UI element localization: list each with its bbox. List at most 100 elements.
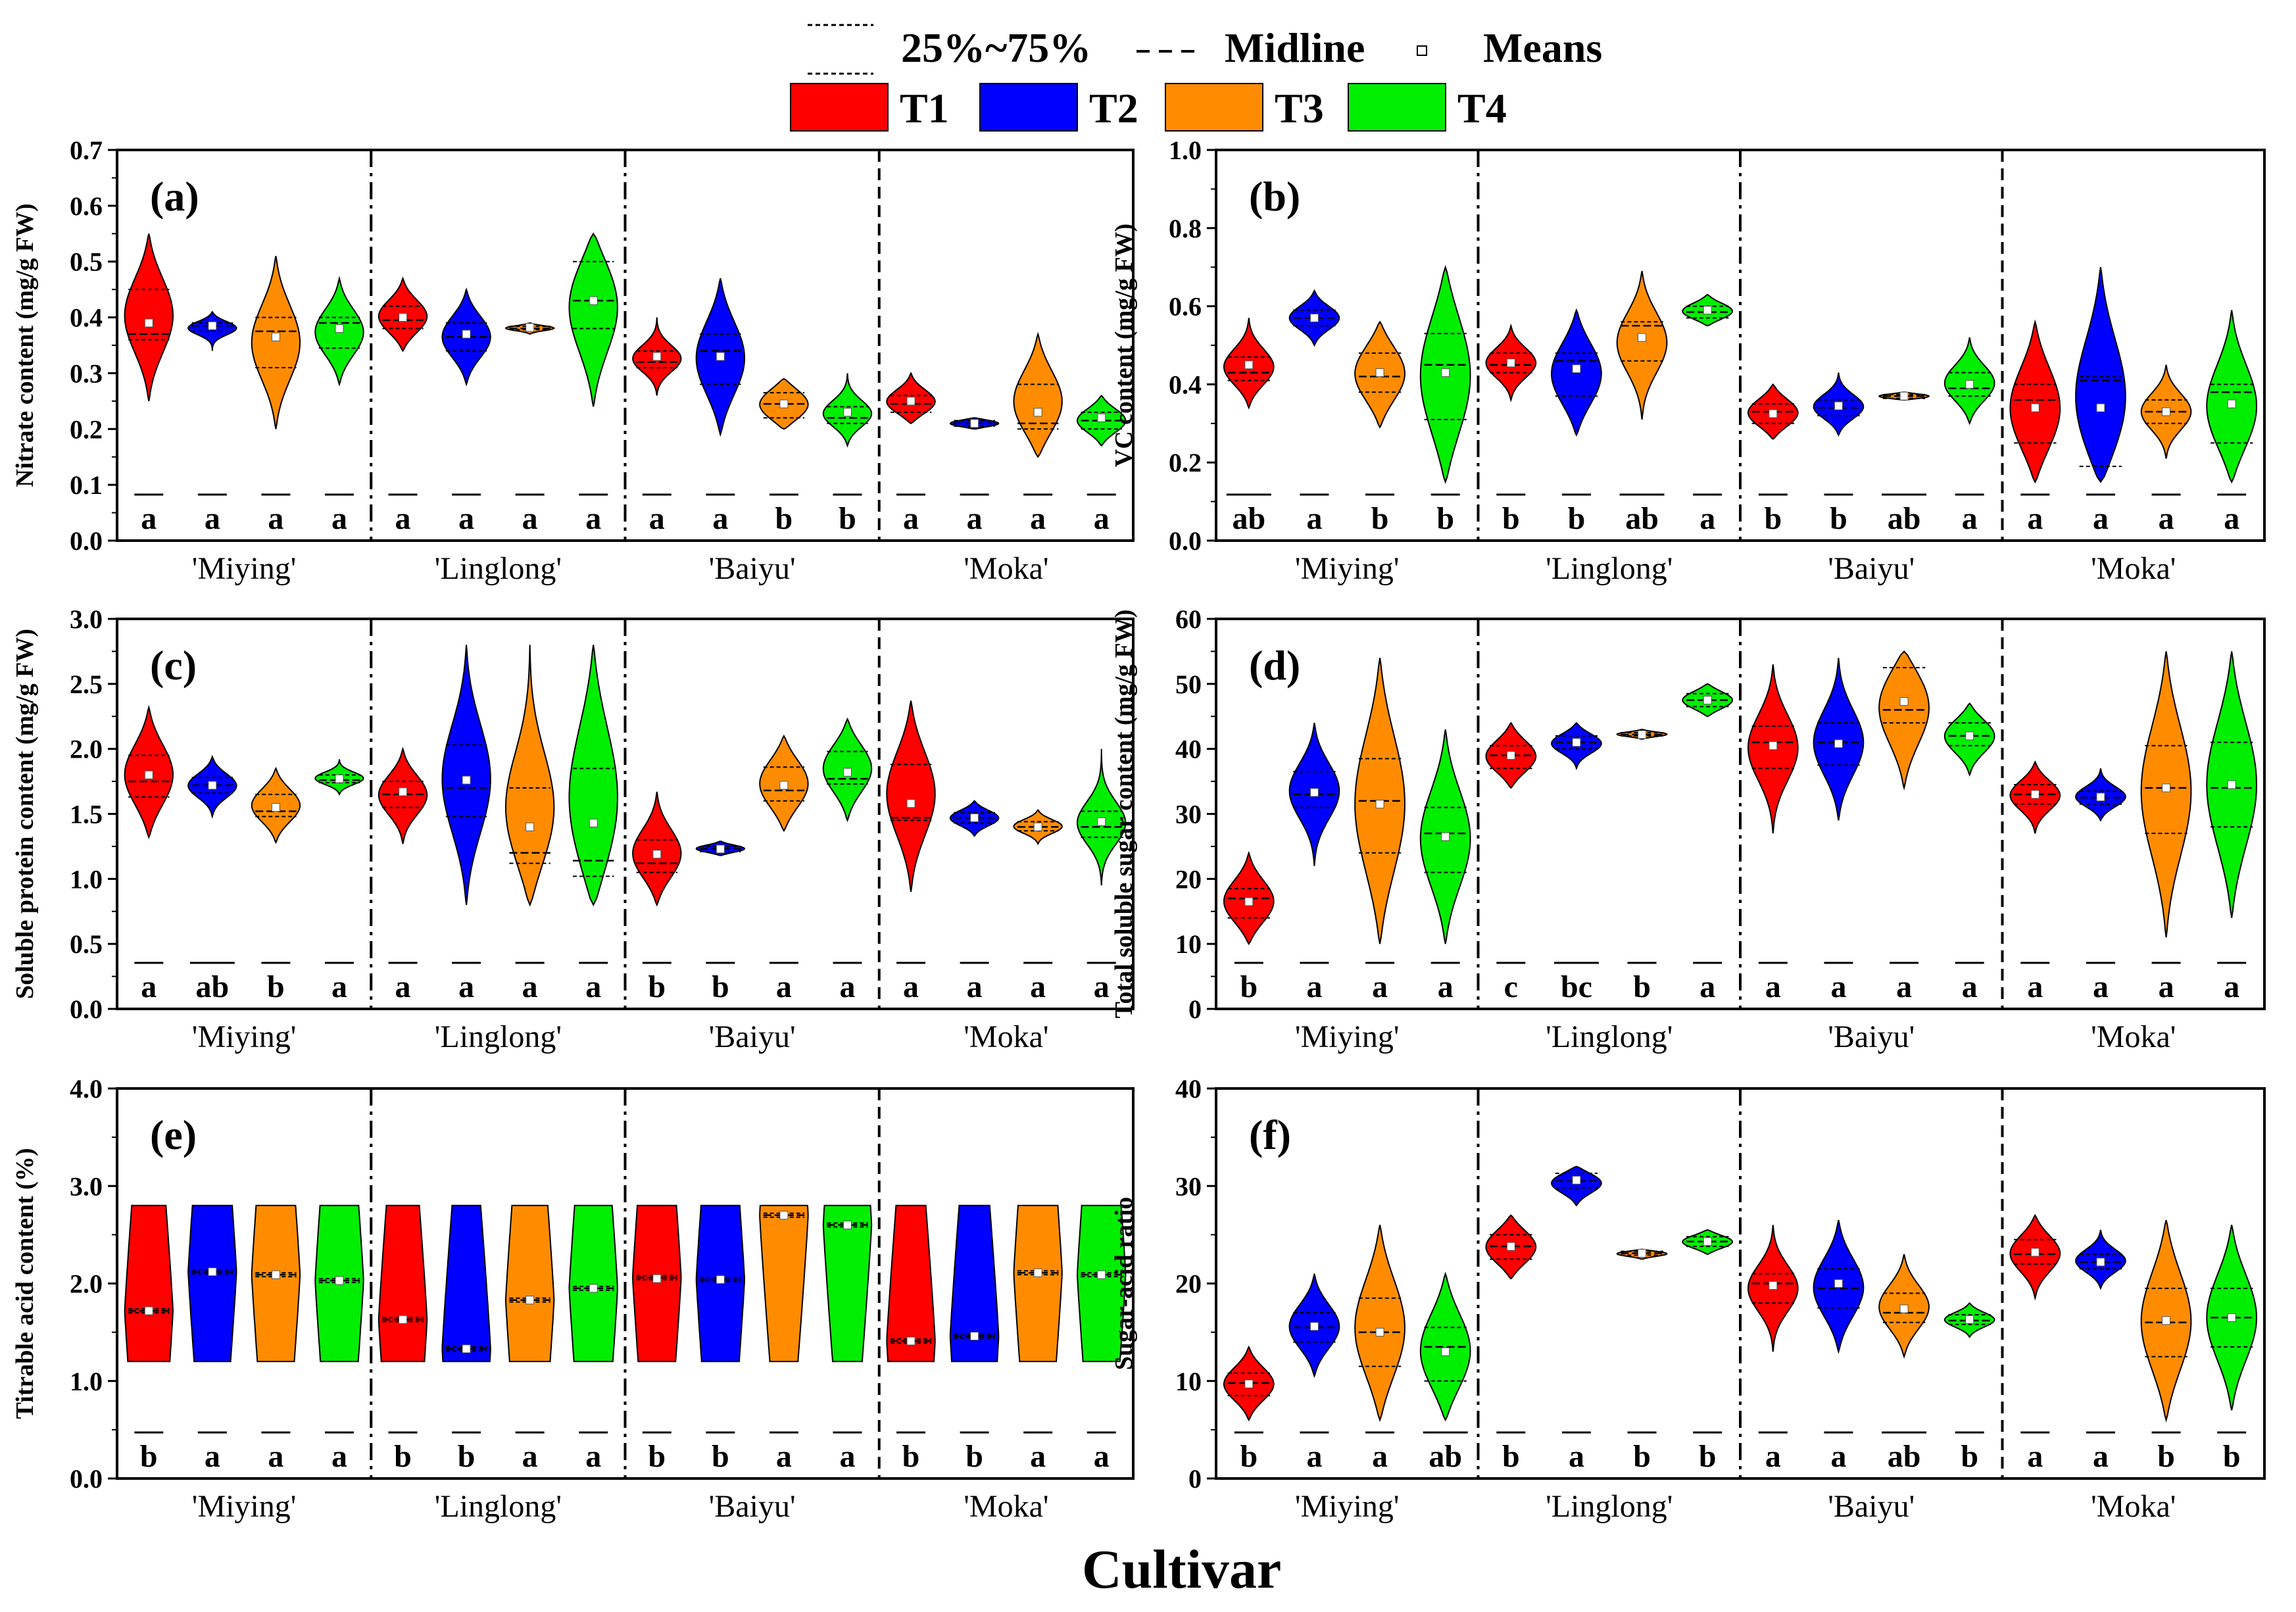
legend-label-t2: T2 xyxy=(1089,85,1138,132)
cultivar-label: 'Linglong' xyxy=(1546,1489,1673,1524)
mean-marker xyxy=(2162,407,2171,416)
significance-letter: a xyxy=(522,969,538,1004)
y-axis-label: Total soluble sugar content (mg/g FW) xyxy=(1110,610,1138,1019)
mean-marker xyxy=(1309,313,1319,322)
violin xyxy=(568,645,618,907)
cultivar-label: 'Moka' xyxy=(964,1489,1048,1524)
significance-letter: b xyxy=(394,1439,412,1474)
y-axis-label: Nitrate content (mg/g FW) xyxy=(11,203,39,487)
violin xyxy=(378,1204,428,1363)
violin xyxy=(1419,1271,1471,1422)
mean-marker xyxy=(271,1270,280,1279)
significance-letter: a xyxy=(1438,969,1453,1004)
mean-marker xyxy=(1244,1379,1254,1388)
mean-marker xyxy=(1572,364,1581,374)
y-tick-label: 3.0 xyxy=(70,604,103,634)
mean-marker xyxy=(1441,368,1450,378)
significance-letter: b xyxy=(775,501,793,536)
mean-marker xyxy=(589,818,598,827)
significance-letter: a xyxy=(839,1439,855,1474)
y-tick-label: 1.0 xyxy=(70,864,103,894)
significance-letter: a xyxy=(712,501,728,536)
significance-letter: a xyxy=(331,501,347,536)
y-tick-label: 0.5 xyxy=(70,929,103,959)
significance-letter: a xyxy=(395,501,411,536)
significance-letter: a xyxy=(1962,501,1978,536)
legend-swatch-t1 xyxy=(790,83,889,132)
significance-letter: b xyxy=(267,969,285,1004)
significance-letter: b xyxy=(839,501,856,536)
mean-marker xyxy=(779,781,789,790)
significance-letter: a xyxy=(1030,1439,1046,1474)
significance-letter: a xyxy=(2159,969,2174,1004)
mean-marker xyxy=(1965,379,1974,389)
mean-marker xyxy=(970,813,979,822)
mean-marker xyxy=(652,850,662,859)
significance-letter: a xyxy=(1765,1439,1781,1474)
violin xyxy=(886,1204,936,1363)
violin xyxy=(2009,319,2061,484)
violin xyxy=(1616,270,1668,420)
significance-letter: a xyxy=(2027,969,2043,1004)
panel-label: (d) xyxy=(1249,642,1300,689)
significance-letter: ab xyxy=(1232,501,1265,536)
violin xyxy=(1813,658,1865,821)
significance-letter: a xyxy=(967,969,983,1004)
significance-letter: a xyxy=(2027,501,2043,536)
cultivar-label: 'Baiyu' xyxy=(1828,1019,1915,1054)
mean-marker xyxy=(399,1315,408,1324)
significance-letter: b xyxy=(1436,501,1454,536)
y-tick-label: 0.0 xyxy=(70,994,103,1024)
significance-letter: a xyxy=(2093,969,2109,1004)
significance-letter: b xyxy=(1568,501,1586,536)
significance-letter: c xyxy=(1504,969,1518,1004)
significance-letter: b xyxy=(1633,1439,1651,1474)
mean-marker xyxy=(2227,399,2236,408)
y-tick-label: 0.2 xyxy=(1169,448,1202,477)
mean-marker xyxy=(144,770,153,779)
significance-letter: b xyxy=(1699,1439,1717,1474)
violin xyxy=(1076,748,1127,886)
y-tick-label: 0.0 xyxy=(70,526,103,556)
mean-marker xyxy=(779,1211,789,1220)
mean-marker xyxy=(1638,730,1647,739)
violin xyxy=(124,1204,174,1363)
violin xyxy=(568,1204,618,1363)
mean-marker xyxy=(1965,1315,1974,1324)
significance-letter: a xyxy=(903,501,919,536)
significance-letter: a xyxy=(903,969,919,1004)
legend-swatch-t2 xyxy=(979,83,1078,132)
panel-label: (e) xyxy=(150,1111,197,1158)
cultivar-label: 'Baiyu' xyxy=(709,1019,796,1054)
significance-letter: b xyxy=(2157,1439,2175,1474)
significance-letter: b xyxy=(1240,969,1258,1004)
y-tick-label: 0.7 xyxy=(70,135,103,165)
legend-swatch-t3 xyxy=(1165,83,1263,132)
cultivar-label: 'Baiyu' xyxy=(709,1489,796,1524)
legend: 25%~75% Midline Means T1 T2 T3 T4 xyxy=(790,24,1602,132)
significance-letter: a xyxy=(1699,501,1715,536)
significance-letter: a xyxy=(1094,501,1110,536)
y-tick-label: 20 xyxy=(1175,1269,1202,1299)
mean-marker xyxy=(1965,731,1974,741)
violin xyxy=(441,1204,491,1363)
mean-marker xyxy=(1033,408,1042,417)
mean-marker xyxy=(1769,741,1778,750)
significance-letter: b xyxy=(1502,1439,1520,1474)
violin xyxy=(2075,267,2126,483)
significance-letter: a xyxy=(1830,969,1846,1004)
significance-letter: a xyxy=(395,969,411,1004)
significance-letter: a xyxy=(776,969,792,1004)
mean-marker xyxy=(144,318,153,328)
significance-letter: a xyxy=(522,501,538,536)
y-tick-label: 40 xyxy=(1175,1074,1202,1104)
mean-marker xyxy=(2096,1258,2105,1267)
violin xyxy=(822,1204,873,1363)
mean-marker xyxy=(906,799,916,808)
y-tick-label: 0.4 xyxy=(70,303,103,333)
significance-letter: b xyxy=(1502,501,1520,536)
cultivar-label: 'Moka' xyxy=(2091,551,2176,586)
significance-letter: a xyxy=(776,1439,792,1474)
